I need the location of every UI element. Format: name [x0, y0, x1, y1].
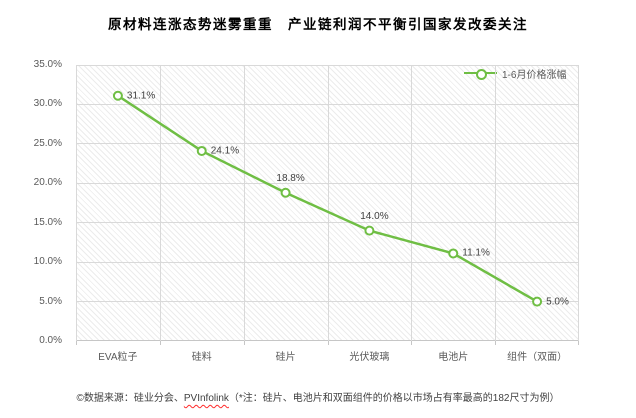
legend-label: 1-6月价格涨幅: [502, 69, 567, 81]
data-point-label: 31.1%: [126, 90, 156, 102]
y-tick-label: 0.0%: [39, 335, 62, 346]
gridline-horizontal: [76, 64, 579, 66]
data-point-marker: [112, 90, 123, 101]
gridline-horizontal: [76, 301, 579, 303]
axis-tick: [76, 341, 77, 345]
x-axis-label: 光伏玻璃: [349, 352, 390, 363]
gridline-vertical: [328, 65, 329, 341]
gridline-vertical: [160, 65, 161, 341]
data-point-label: 11.1%: [462, 247, 490, 259]
x-axis-line: [76, 340, 579, 341]
y-axis: 0.0% 5.0% 10.0% 15.0% 20.0% 25.0% 30.0% 35.0%: [0, 59, 62, 346]
y-tick-label: 25.0%: [33, 137, 62, 149]
legend: 1-6月价格涨幅: [464, 65, 566, 81]
gridline-vertical: [495, 65, 496, 341]
axis-tick: [160, 341, 161, 345]
gridline-vertical: [244, 65, 245, 341]
gridline-horizontal: [76, 182, 579, 184]
legend-line-marker-icon: [464, 68, 497, 80]
data-point-marker: [532, 296, 543, 307]
x-axis-label: 电池片: [438, 352, 469, 363]
data-point-marker: [448, 248, 459, 259]
data-point-label: 14.0%: [360, 210, 389, 222]
y-tick-label: 20.0%: [33, 177, 62, 189]
gridline-horizontal: [76, 143, 579, 145]
axis-tick: [328, 341, 329, 345]
x-axis: EVA粒子 硅料 硅片 光伏玻璃 电池片 组件（双面）: [76, 348, 579, 364]
legend-dot: [476, 68, 487, 80]
data-point-label: 18.8%: [276, 172, 305, 184]
source-prefix: ©数据来源：硅业分会、: [76, 393, 184, 404]
gridline-vertical: [578, 65, 579, 341]
gridline-horizontal: [76, 222, 579, 224]
source-note: ©数据来源：硅业分会、PVInfolink（*注：硅片、电池片和双面组件的价格以…: [0, 389, 636, 404]
chart-title: 原材料连涨态势迷雾重重 产业链利润不平衡引国家发改委关注: [108, 17, 528, 32]
axis-tick: [495, 341, 496, 345]
data-point-label: 24.1%: [210, 145, 240, 157]
gridline-horizontal: [76, 261, 579, 263]
axis-tick: [244, 341, 245, 345]
y-tick-label: 15.0%: [33, 216, 62, 228]
x-axis-label: 组件（双面）: [507, 352, 568, 363]
series-line-layer: [112, 90, 543, 307]
y-tick-label: 30.0%: [33, 98, 62, 110]
plot-area: 1-6月价格涨幅 31.1% 24.1% 18.8% 14.0% 11.1% 5.0%: [76, 64, 579, 345]
x-axis-label: 硅片: [275, 352, 296, 363]
x-axis-label: 硅料: [191, 352, 212, 363]
gridline-horizontal: [76, 103, 579, 105]
series-line: [117, 94, 538, 303]
gridline-vertical: [411, 65, 412, 341]
y-tick-label: 10.0%: [33, 256, 62, 268]
data-point-marker: [196, 145, 207, 156]
data-point-marker: [364, 225, 375, 236]
data-point-label: 5.0%: [546, 296, 569, 308]
axis-tick: [578, 341, 579, 345]
x-axis-label: EVA粒子: [98, 352, 138, 363]
axis-tick: [411, 341, 412, 345]
source-suffix: （*注：硅片、电池片和双面组件的价格以市场占有率最高的182尺寸为例）: [228, 393, 560, 404]
gridline-vertical: [76, 65, 77, 341]
source-brand: PVInfolink: [183, 393, 229, 404]
data-point-marker: [280, 187, 291, 198]
y-tick-label: 35.0%: [33, 59, 62, 70]
y-tick-label: 5.0%: [39, 295, 62, 307]
